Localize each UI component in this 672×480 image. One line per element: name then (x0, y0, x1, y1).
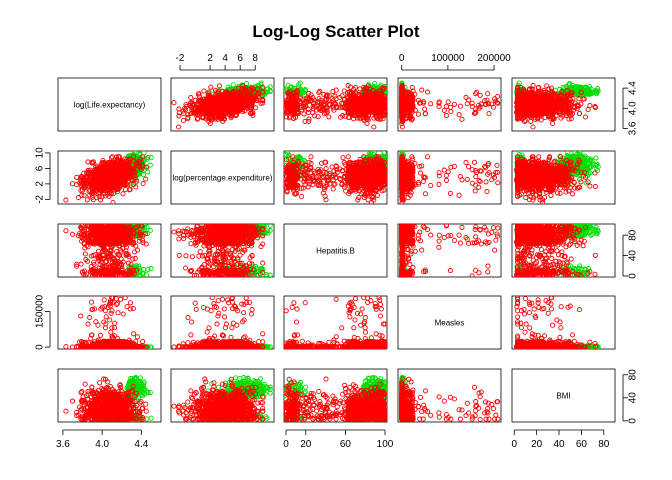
data-point (302, 112, 306, 116)
data-point (306, 110, 310, 114)
panel-lle-vs-bmi (512, 78, 615, 131)
data-point (586, 108, 590, 112)
panel-grid: log(Life.expectancy)log(percentage.expen… (58, 78, 615, 422)
data-point (416, 112, 420, 116)
data-point (457, 113, 461, 117)
panel-lle-vs-hep (284, 78, 387, 131)
data-point (358, 87, 362, 91)
data-point (209, 85, 213, 89)
data-point (583, 115, 587, 119)
data-point (444, 104, 448, 108)
data-point (425, 90, 429, 94)
data-point (423, 107, 427, 111)
points-group (64, 151, 153, 205)
data-point (448, 105, 452, 109)
data-point (317, 90, 321, 94)
data-point (588, 104, 592, 108)
panel-lle-vs-lpe (171, 78, 274, 131)
data-point (181, 118, 185, 122)
data-point (189, 96, 193, 100)
data-point (452, 102, 456, 106)
data-point (444, 114, 448, 118)
data-point (172, 101, 176, 105)
data-point (446, 100, 450, 104)
panel-lpe-vs-lle (58, 151, 161, 205)
points-group (514, 81, 600, 129)
panel-lle-vs-lle: log(Life.expectancy) (58, 78, 161, 131)
variable-label: log(Life.expectancy) (74, 101, 146, 110)
panel-lle-vs-mea (398, 78, 501, 131)
data-point (372, 81, 376, 85)
points-group (400, 81, 500, 129)
data-point (327, 115, 331, 119)
data-point (177, 125, 181, 129)
data-point (449, 109, 453, 113)
data-point (372, 125, 376, 129)
data-point (202, 89, 206, 93)
data-point (487, 112, 491, 116)
data-point (486, 92, 490, 96)
data-point (429, 102, 433, 106)
data-point (254, 106, 258, 110)
data-point (442, 108, 446, 112)
data-point (420, 88, 424, 92)
data-point (478, 93, 482, 97)
chart-title: Log-Log Scatter Plot (252, 22, 420, 41)
points-group (284, 81, 387, 129)
data-point (531, 125, 535, 129)
data-point (529, 119, 533, 123)
points-group (172, 81, 272, 129)
data-point (217, 84, 221, 88)
data-point (550, 121, 554, 125)
data-point (460, 117, 464, 121)
data-point (464, 95, 468, 99)
data-point (458, 104, 462, 108)
